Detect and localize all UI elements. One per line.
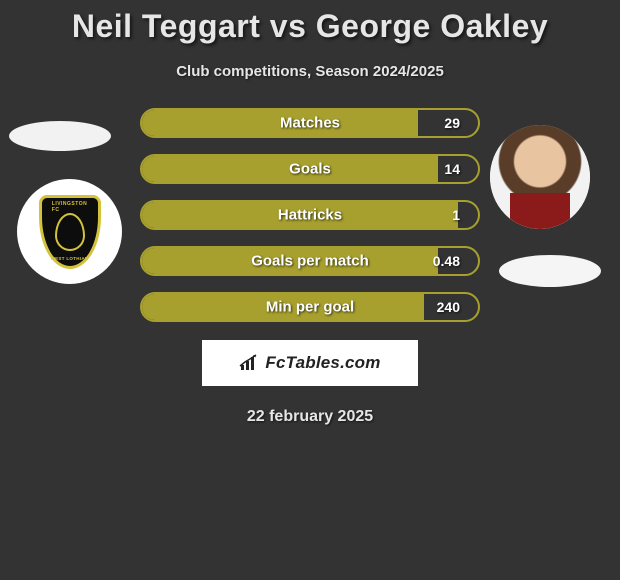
comparison-title: Neil Teggart vs George Oakley bbox=[0, 0, 620, 45]
stat-label: Min per goal bbox=[266, 299, 354, 316]
season-subtitle: Club competitions, Season 2024/2025 bbox=[0, 63, 620, 80]
stat-label: Matches bbox=[280, 115, 340, 132]
comparison-date: 22 february 2025 bbox=[0, 408, 620, 426]
stat-row: Goals per match 0.48 bbox=[140, 246, 480, 276]
fctables-logo: FcTables.com bbox=[202, 340, 418, 386]
stat-value: 1 bbox=[452, 207, 460, 223]
stat-row: Min per goal 240 bbox=[140, 292, 480, 322]
stat-label: Goals bbox=[289, 161, 331, 178]
stat-label: Goals per match bbox=[251, 253, 369, 270]
stat-value: 0.48 bbox=[433, 253, 460, 269]
logo-text: FcTables.com bbox=[265, 353, 380, 373]
stat-value: 29 bbox=[444, 115, 460, 131]
stat-row: Matches 29 bbox=[140, 108, 480, 138]
stat-value: 240 bbox=[437, 299, 460, 315]
stat-row: Goals 14 bbox=[140, 154, 480, 184]
chart-icon bbox=[239, 354, 261, 372]
stats-container: Matches 29 Goals 14 Hattricks 1 Goals per matc… bbox=[0, 108, 620, 322]
stat-label: Hattricks bbox=[278, 207, 342, 224]
stat-value: 14 bbox=[444, 161, 460, 177]
stat-row: Hattricks 1 bbox=[140, 200, 480, 230]
